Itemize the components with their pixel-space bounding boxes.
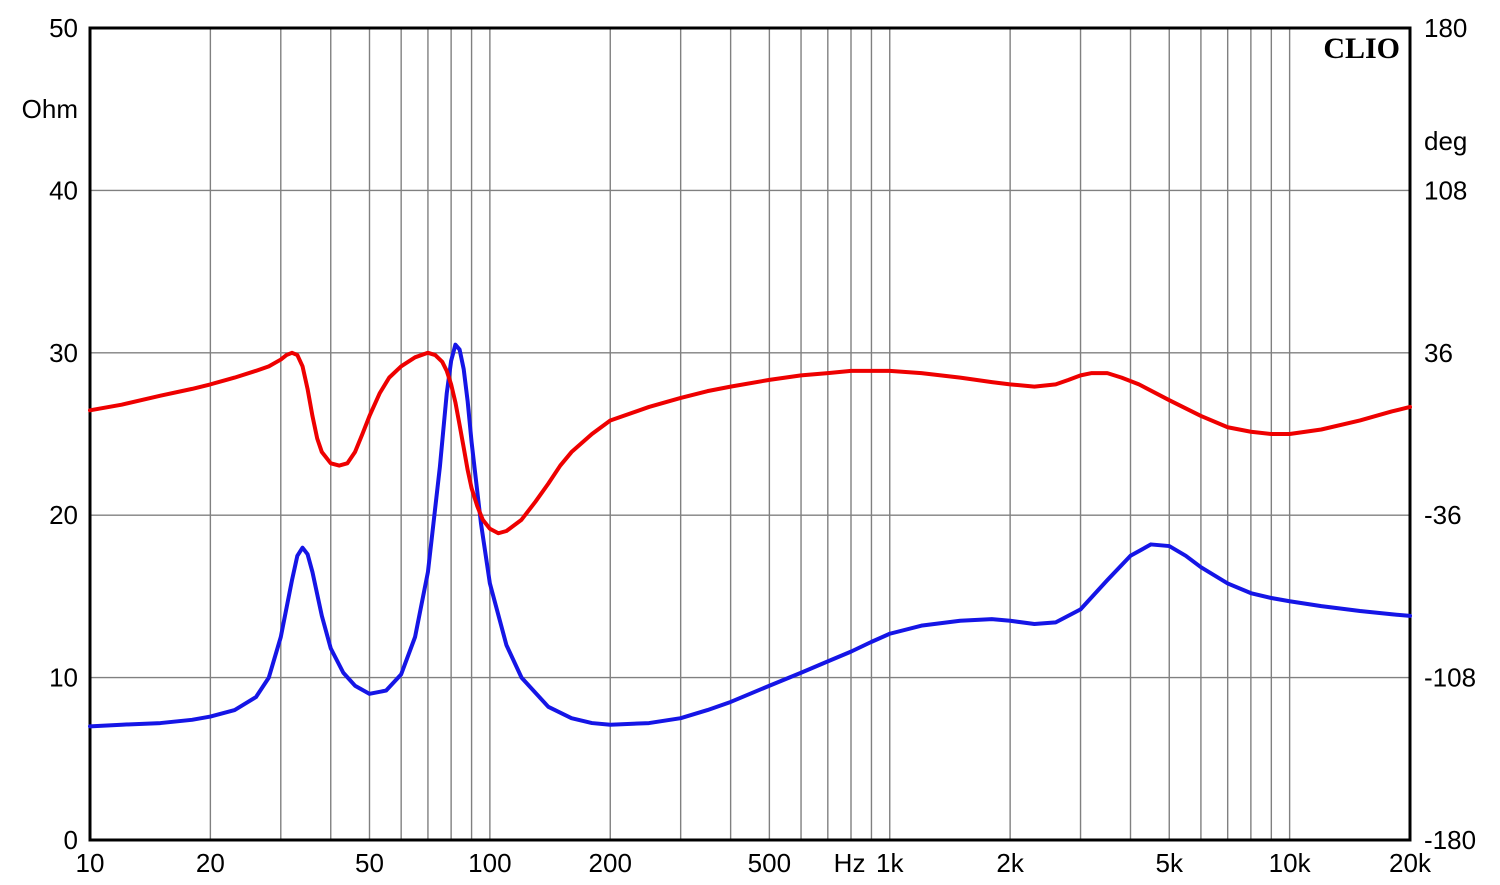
y-right-tick-36: 36 <box>1424 338 1453 368</box>
y-left-tick-20: 20 <box>49 500 78 530</box>
x-tick-20000: 20k <box>1389 848 1432 878</box>
y-left-axis-label: Ohm <box>22 94 78 124</box>
x-axis-label: Hz <box>834 848 866 878</box>
x-tick-200: 200 <box>589 848 632 878</box>
y-right-tick--108: -108 <box>1424 663 1476 693</box>
chart-svg: 01020304050Ohm-180-108-3636108180deg1020… <box>0 0 1500 885</box>
y-left-tick-30: 30 <box>49 338 78 368</box>
y-right-tick--36: -36 <box>1424 500 1462 530</box>
y-left-tick-50: 50 <box>49 13 78 43</box>
y-left-tick-40: 40 <box>49 175 78 205</box>
y-right-axis-label: deg <box>1424 126 1467 156</box>
y-right-tick-108: 108 <box>1424 175 1467 205</box>
x-tick-5000: 5k <box>1156 848 1184 878</box>
impedance-phase-chart: 01020304050Ohm-180-108-3636108180deg1020… <box>0 0 1500 885</box>
x-tick-50: 50 <box>355 848 384 878</box>
y-left-tick-10: 10 <box>49 663 78 693</box>
x-tick-100: 100 <box>468 848 511 878</box>
y-right-tick--180: -180 <box>1424 825 1476 855</box>
x-tick-500: 500 <box>748 848 791 878</box>
x-tick-2000: 2k <box>996 848 1024 878</box>
y-right-tick-180: 180 <box>1424 13 1467 43</box>
x-tick-10000: 10k <box>1269 848 1312 878</box>
x-tick-1000: 1k <box>876 848 904 878</box>
x-tick-20: 20 <box>196 848 225 878</box>
brand-label: CLIO <box>1323 32 1400 65</box>
x-tick-10: 10 <box>76 848 105 878</box>
